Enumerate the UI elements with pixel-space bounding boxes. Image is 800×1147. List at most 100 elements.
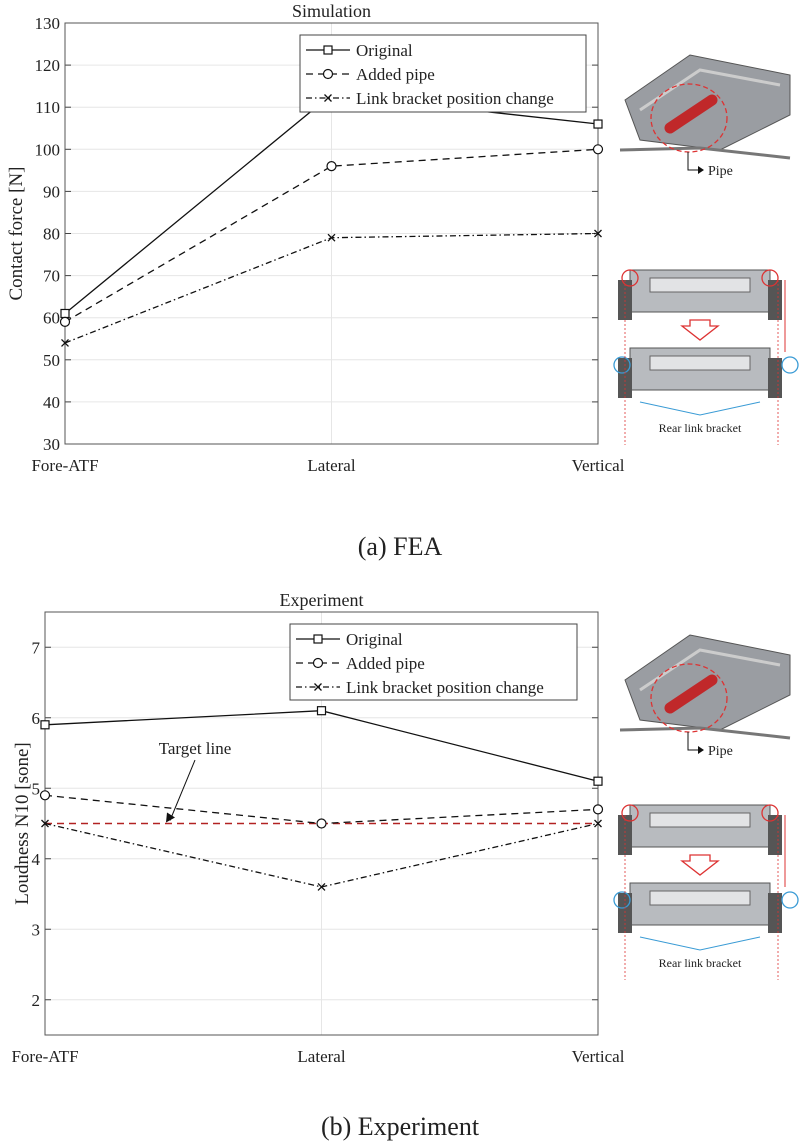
- circle-marker: [59, 316, 71, 328]
- x-tick-label: Fore-ATF: [31, 456, 98, 475]
- y-tick-label: 6: [32, 709, 41, 728]
- y-tick-label: 3: [32, 920, 41, 939]
- square-marker: [40, 720, 50, 730]
- pipe-highlight-circle: [650, 83, 728, 153]
- pipe-shape: [664, 674, 718, 714]
- chart-simulation: 30 40 50 60 70 80 90 100 110 120 130 Fore-ATF Latera…: [6, 1, 799, 561]
- bracket-new-circle-left: [613, 891, 631, 909]
- legend-label: Link bracket position change: [346, 678, 544, 697]
- x-tick-label: Lateral: [297, 1047, 345, 1066]
- y-tick-label: 110: [35, 98, 60, 117]
- legend-item: Link bracket position change: [296, 678, 544, 697]
- x-marker: [594, 229, 602, 238]
- legend-label: Added pipe: [346, 654, 425, 673]
- square-marker: [313, 634, 323, 644]
- target-line-arrow: [169, 759, 196, 821]
- y-tick-label: 120: [35, 56, 61, 75]
- seat-frame-detail: [649, 890, 751, 906]
- chart-experiment: 2 3 4 5 6 7 Fore-ATF Lateral Vertical Experiment L…: [11, 590, 799, 1141]
- pipe-arrow-icon: [698, 166, 704, 174]
- rear-link-bracket-illustration: Rear link bracket: [613, 269, 799, 445]
- seat-frame-detail: [649, 277, 751, 293]
- series-line: [64, 148, 599, 323]
- legend-item: Added pipe: [306, 65, 435, 84]
- seat-frame-detail: [649, 812, 751, 828]
- pipe-leader-line: [687, 732, 698, 751]
- y-tick-label: 130: [35, 14, 61, 33]
- seat-rail: [619, 726, 791, 740]
- link-bracket-right: [768, 358, 782, 398]
- x-marker: [314, 683, 322, 691]
- x-tick-label: Fore-ATF: [11, 1047, 78, 1066]
- legend-label: Original: [356, 41, 413, 60]
- x-tick-label: Vertical: [572, 456, 625, 475]
- y-tick-label: 90: [43, 182, 60, 201]
- legend-item: Added pipe: [296, 654, 425, 673]
- square-marker: [323, 45, 333, 55]
- legend: Original Added pipe Link bracket position …: [299, 34, 587, 113]
- circle-marker: [322, 68, 334, 80]
- circle-marker: [316, 818, 327, 829]
- rear-link-bracket-illustration: Rear link bracket: [613, 804, 799, 980]
- x-marker: [41, 819, 49, 828]
- legend-label: Link bracket position change: [356, 89, 554, 108]
- square-marker: [316, 706, 327, 716]
- rear-link-bracket-label: Rear link bracket: [659, 956, 742, 970]
- y-axis-label: Contact force [N]: [6, 167, 27, 301]
- y-tick-label: 5: [32, 779, 41, 798]
- x-marker: [594, 819, 602, 828]
- seat-rail: [619, 146, 791, 160]
- bracket-original-circle-right: [761, 804, 779, 822]
- figure-caption: (a) FEA: [358, 532, 443, 561]
- x-marker: [61, 339, 69, 347]
- y-tick-label: 60: [43, 309, 60, 328]
- bracket-original-circle-left: [621, 269, 639, 287]
- series-square: [40, 706, 603, 786]
- y-tick-label: 2: [32, 991, 41, 1010]
- legend-label: Original: [346, 630, 403, 649]
- bracket-pointer-lines: [639, 401, 761, 416]
- x-marker: [324, 94, 332, 102]
- pipe-shape: [664, 94, 718, 134]
- series-x: [41, 819, 602, 891]
- y-tick-label: 40: [43, 393, 60, 412]
- x-marker: [327, 233, 336, 242]
- pipe-label: Pipe: [708, 164, 733, 179]
- series-circle: [59, 144, 604, 328]
- x-tick-label: Lateral: [307, 456, 355, 475]
- y-tick-label: 80: [43, 225, 60, 244]
- seat-pipe-illustration: Pipe: [619, 54, 791, 179]
- seat-pipe-illustration: Pipe: [619, 634, 791, 759]
- pipe-arrow-icon: [698, 746, 704, 754]
- circle-marker: [312, 657, 324, 669]
- circle-marker: [592, 144, 604, 155]
- rear-link-bracket-label: Rear link bracket: [659, 421, 742, 435]
- x-marker: [317, 882, 326, 891]
- square-marker: [593, 119, 603, 129]
- circle-marker: [39, 790, 51, 801]
- bracket-new-circle-right: [781, 356, 799, 374]
- y-tick-label: 50: [43, 351, 60, 370]
- y-tick-label: 100: [35, 140, 61, 159]
- pipe-label: Pipe: [708, 744, 733, 759]
- down-arrow-icon: [680, 854, 720, 876]
- link-bracket-right: [768, 893, 782, 933]
- legend-item: Original: [306, 41, 413, 60]
- y-tick-label: 4: [32, 850, 41, 869]
- bracket-pointer-lines: [639, 936, 761, 951]
- y-tick-label: 30: [43, 435, 60, 454]
- link-bracket-right: [768, 280, 782, 320]
- series-circle: [39, 790, 604, 829]
- figure-caption: (b) Experiment: [321, 1112, 480, 1141]
- y-tick-label: 70: [43, 267, 60, 286]
- bracket-original-circle-right: [761, 269, 779, 287]
- link-bracket-right: [768, 815, 782, 855]
- square-marker: [593, 776, 603, 786]
- bracket-new-circle-right: [781, 891, 799, 909]
- legend-item: Link bracket position change: [306, 89, 554, 108]
- square-marker: [60, 308, 70, 319]
- series-x: [61, 229, 602, 347]
- y-tick-label: 7: [32, 638, 41, 657]
- legend-label: Added pipe: [356, 65, 435, 84]
